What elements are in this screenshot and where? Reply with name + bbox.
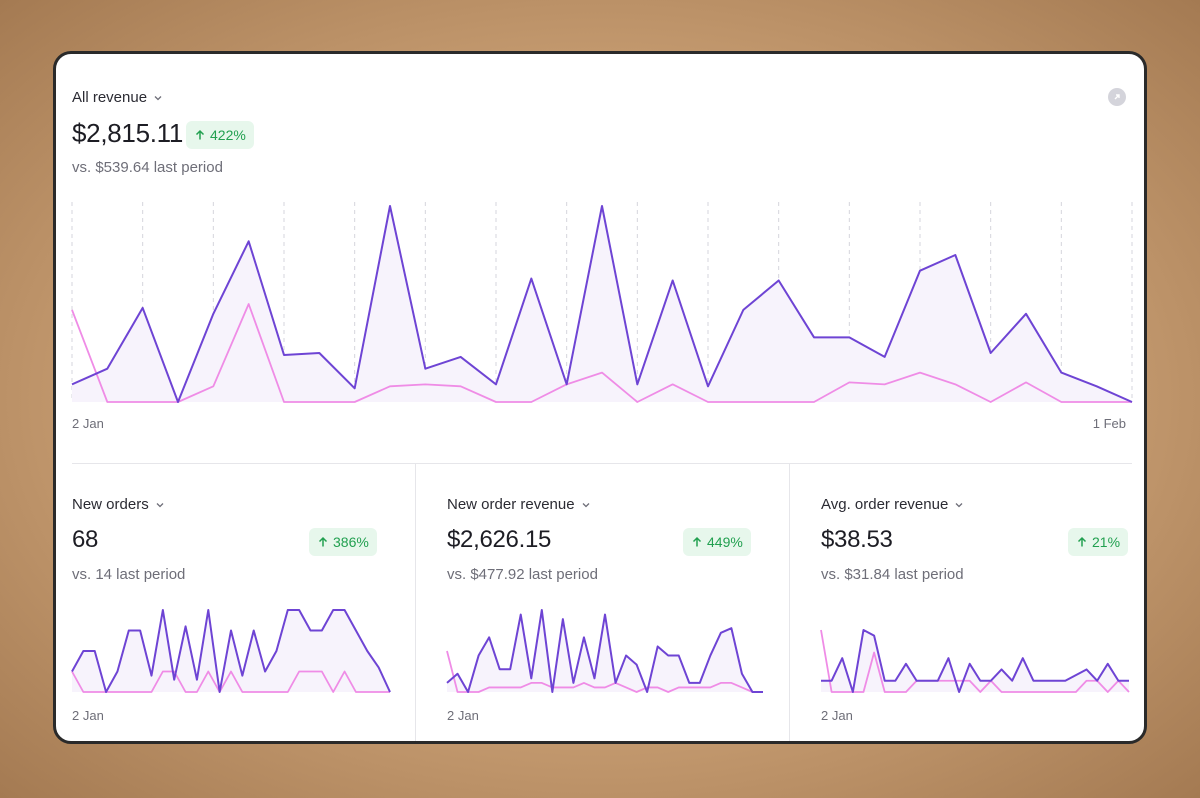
- column-divider: [789, 464, 790, 741]
- x-axis-start-label: 2 Jan: [447, 708, 479, 723]
- metric-title: New orders: [72, 496, 149, 513]
- trend-value: 21%: [1092, 534, 1121, 550]
- metric-value: $38.53: [821, 526, 893, 553]
- comparison-text: vs. 14 last period: [72, 566, 186, 583]
- arrow-up-icon: [318, 536, 328, 547]
- main-revenue-chart: [71, 202, 1133, 403]
- trend-value: 386%: [333, 534, 369, 550]
- column-divider: [415, 464, 416, 741]
- chevron-down-icon: [955, 502, 963, 507]
- metric-title: All revenue: [72, 89, 148, 106]
- trend-badge: 422%: [186, 121, 254, 149]
- metric-value: 68: [72, 526, 99, 553]
- x-axis-start-label: 2 Jan: [821, 708, 853, 723]
- new-order-revenue-dropdown[interactable]: New order revenue: [447, 496, 591, 513]
- previous-period-line: [446, 650, 763, 693]
- arrow-up-icon: [195, 129, 205, 140]
- expand-icon: [1114, 94, 1120, 100]
- trend-value: 449%: [707, 534, 743, 550]
- current-period-line: [71, 609, 391, 693]
- trend-value: 422%: [210, 127, 246, 143]
- revenue-card: All revenue $2,815.11 422% vs. $539.64 l…: [53, 51, 1147, 744]
- all-revenue-dropdown[interactable]: All revenue: [72, 89, 163, 106]
- trend-badge: 449%: [683, 528, 751, 556]
- new-orders-dropdown[interactable]: New orders: [72, 496, 165, 513]
- current-period-line: [71, 205, 1133, 403]
- x-axis-start-label: 2 Jan: [72, 416, 104, 431]
- chevron-down-icon: [582, 502, 590, 507]
- section-divider: [72, 463, 1132, 464]
- comparison-text: vs. $539.64 last period: [72, 159, 223, 176]
- previous-period-line: [71, 303, 1132, 403]
- previous-period-line: [71, 670, 390, 693]
- chevron-down-icon: [154, 95, 162, 100]
- metric-title: Avg. order revenue: [821, 496, 949, 513]
- new-order-revenue-chart: [446, 609, 763, 693]
- arrow-up-icon: [692, 536, 702, 547]
- new-orders-chart: [71, 609, 391, 693]
- metric-title: New order revenue: [447, 496, 575, 513]
- x-axis-start-label: 2 Jan: [72, 708, 104, 723]
- avg-order-revenue-dropdown[interactable]: Avg. order revenue: [821, 496, 964, 513]
- metric-value: $2,815.11: [72, 118, 184, 148]
- current-series-area: [72, 610, 390, 692]
- current-series-area: [72, 206, 1132, 402]
- x-axis-end-label: 1 Feb: [1092, 416, 1126, 431]
- metric-value: $2,626.15: [447, 526, 552, 553]
- avg-order-revenue-chart: [820, 629, 1130, 693]
- current-period-line: [446, 609, 763, 693]
- current-series-area: [821, 630, 1129, 692]
- comparison-text: vs. $477.92 last period: [447, 566, 598, 583]
- comparison-text: vs. $31.84 last period: [821, 566, 964, 583]
- previous-period-line: [820, 629, 1130, 693]
- arrow-up-icon: [1077, 536, 1087, 547]
- expand-button[interactable]: [1108, 88, 1126, 106]
- current-period-line: [821, 629, 1129, 693]
- trend-badge: 21%: [1068, 528, 1129, 556]
- chevron-down-icon: [156, 502, 164, 507]
- trend-badge: 386%: [309, 528, 377, 556]
